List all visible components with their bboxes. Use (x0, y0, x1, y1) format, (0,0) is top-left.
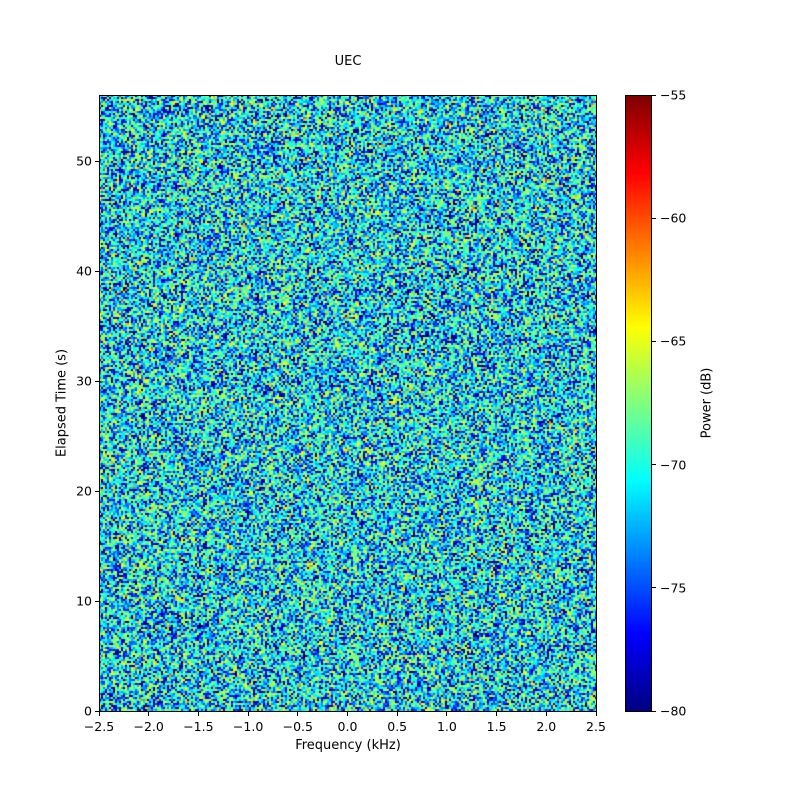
x-tick-mark (148, 712, 150, 716)
x-tick-label: −2.5 (83, 719, 115, 734)
colorbar-tick-label: −70 (660, 457, 687, 473)
y-tick-mark (95, 710, 99, 712)
x-tick-label: 1.0 (436, 719, 457, 734)
y-tick-label: 10 (76, 593, 92, 609)
x-tick-mark (496, 712, 498, 716)
chart-title: UEC (334, 54, 362, 69)
y-tick-mark (95, 380, 99, 382)
y-tick-mark (95, 600, 99, 602)
x-tick-label: 0.0 (337, 719, 358, 734)
x-tick-mark (446, 712, 448, 716)
colorbar-tick-mark (652, 217, 656, 219)
y-tick-mark (95, 270, 99, 272)
colorbar-tick-label: −65 (660, 333, 687, 349)
x-tick-mark (247, 712, 249, 716)
x-tick-label: −1.5 (183, 719, 214, 734)
x-tick-label: −2.0 (133, 719, 164, 734)
colorbar-tick-mark (652, 464, 656, 466)
x-tick-mark (297, 712, 299, 716)
x-tick-mark (197, 712, 199, 716)
x-tick-mark (347, 712, 348, 716)
y-tick-mark (95, 490, 99, 492)
colorbar-tick-mark (652, 710, 656, 712)
x-tick-label: 2.5 (586, 719, 606, 734)
colorbar-label: Power (dB) (699, 367, 715, 439)
colorbar-tick-mark (652, 587, 656, 589)
colorbar-gradient (625, 95, 652, 712)
heatmap-canvas (99, 95, 597, 712)
colorbar-tick-label: −60 (660, 210, 687, 226)
x-tick-label: −1.0 (232, 719, 264, 734)
y-tick-label: 40 (76, 263, 92, 279)
colorbar-tick-label: −75 (660, 580, 687, 596)
x-tick-mark (545, 712, 547, 716)
y-tick-label: 50 (76, 153, 92, 169)
x-tick-mark (396, 712, 398, 716)
y-tick-label: 0 (84, 703, 92, 719)
x-tick-label: −0.5 (282, 719, 313, 734)
colorbar-tick-label: −55 (660, 87, 687, 103)
x-tick-mark (98, 712, 100, 716)
x-tick-label: 1.5 (486, 719, 507, 734)
y-tick-label: 20 (76, 483, 92, 499)
colorbar-tick-mark (652, 340, 656, 342)
colorbar-tick-mark (652, 94, 656, 96)
x-axis-label: Frequency (kHz) (295, 738, 401, 753)
y-tick-label: 30 (76, 373, 92, 389)
x-tick-label: 2.0 (536, 719, 557, 734)
colorbar-tick-label: −80 (660, 703, 687, 719)
y-axis-label: Elapsed Time (s) (54, 348, 70, 458)
y-tick-mark (95, 160, 99, 162)
x-tick-mark (595, 712, 597, 716)
x-tick-label: 0.5 (387, 719, 408, 734)
